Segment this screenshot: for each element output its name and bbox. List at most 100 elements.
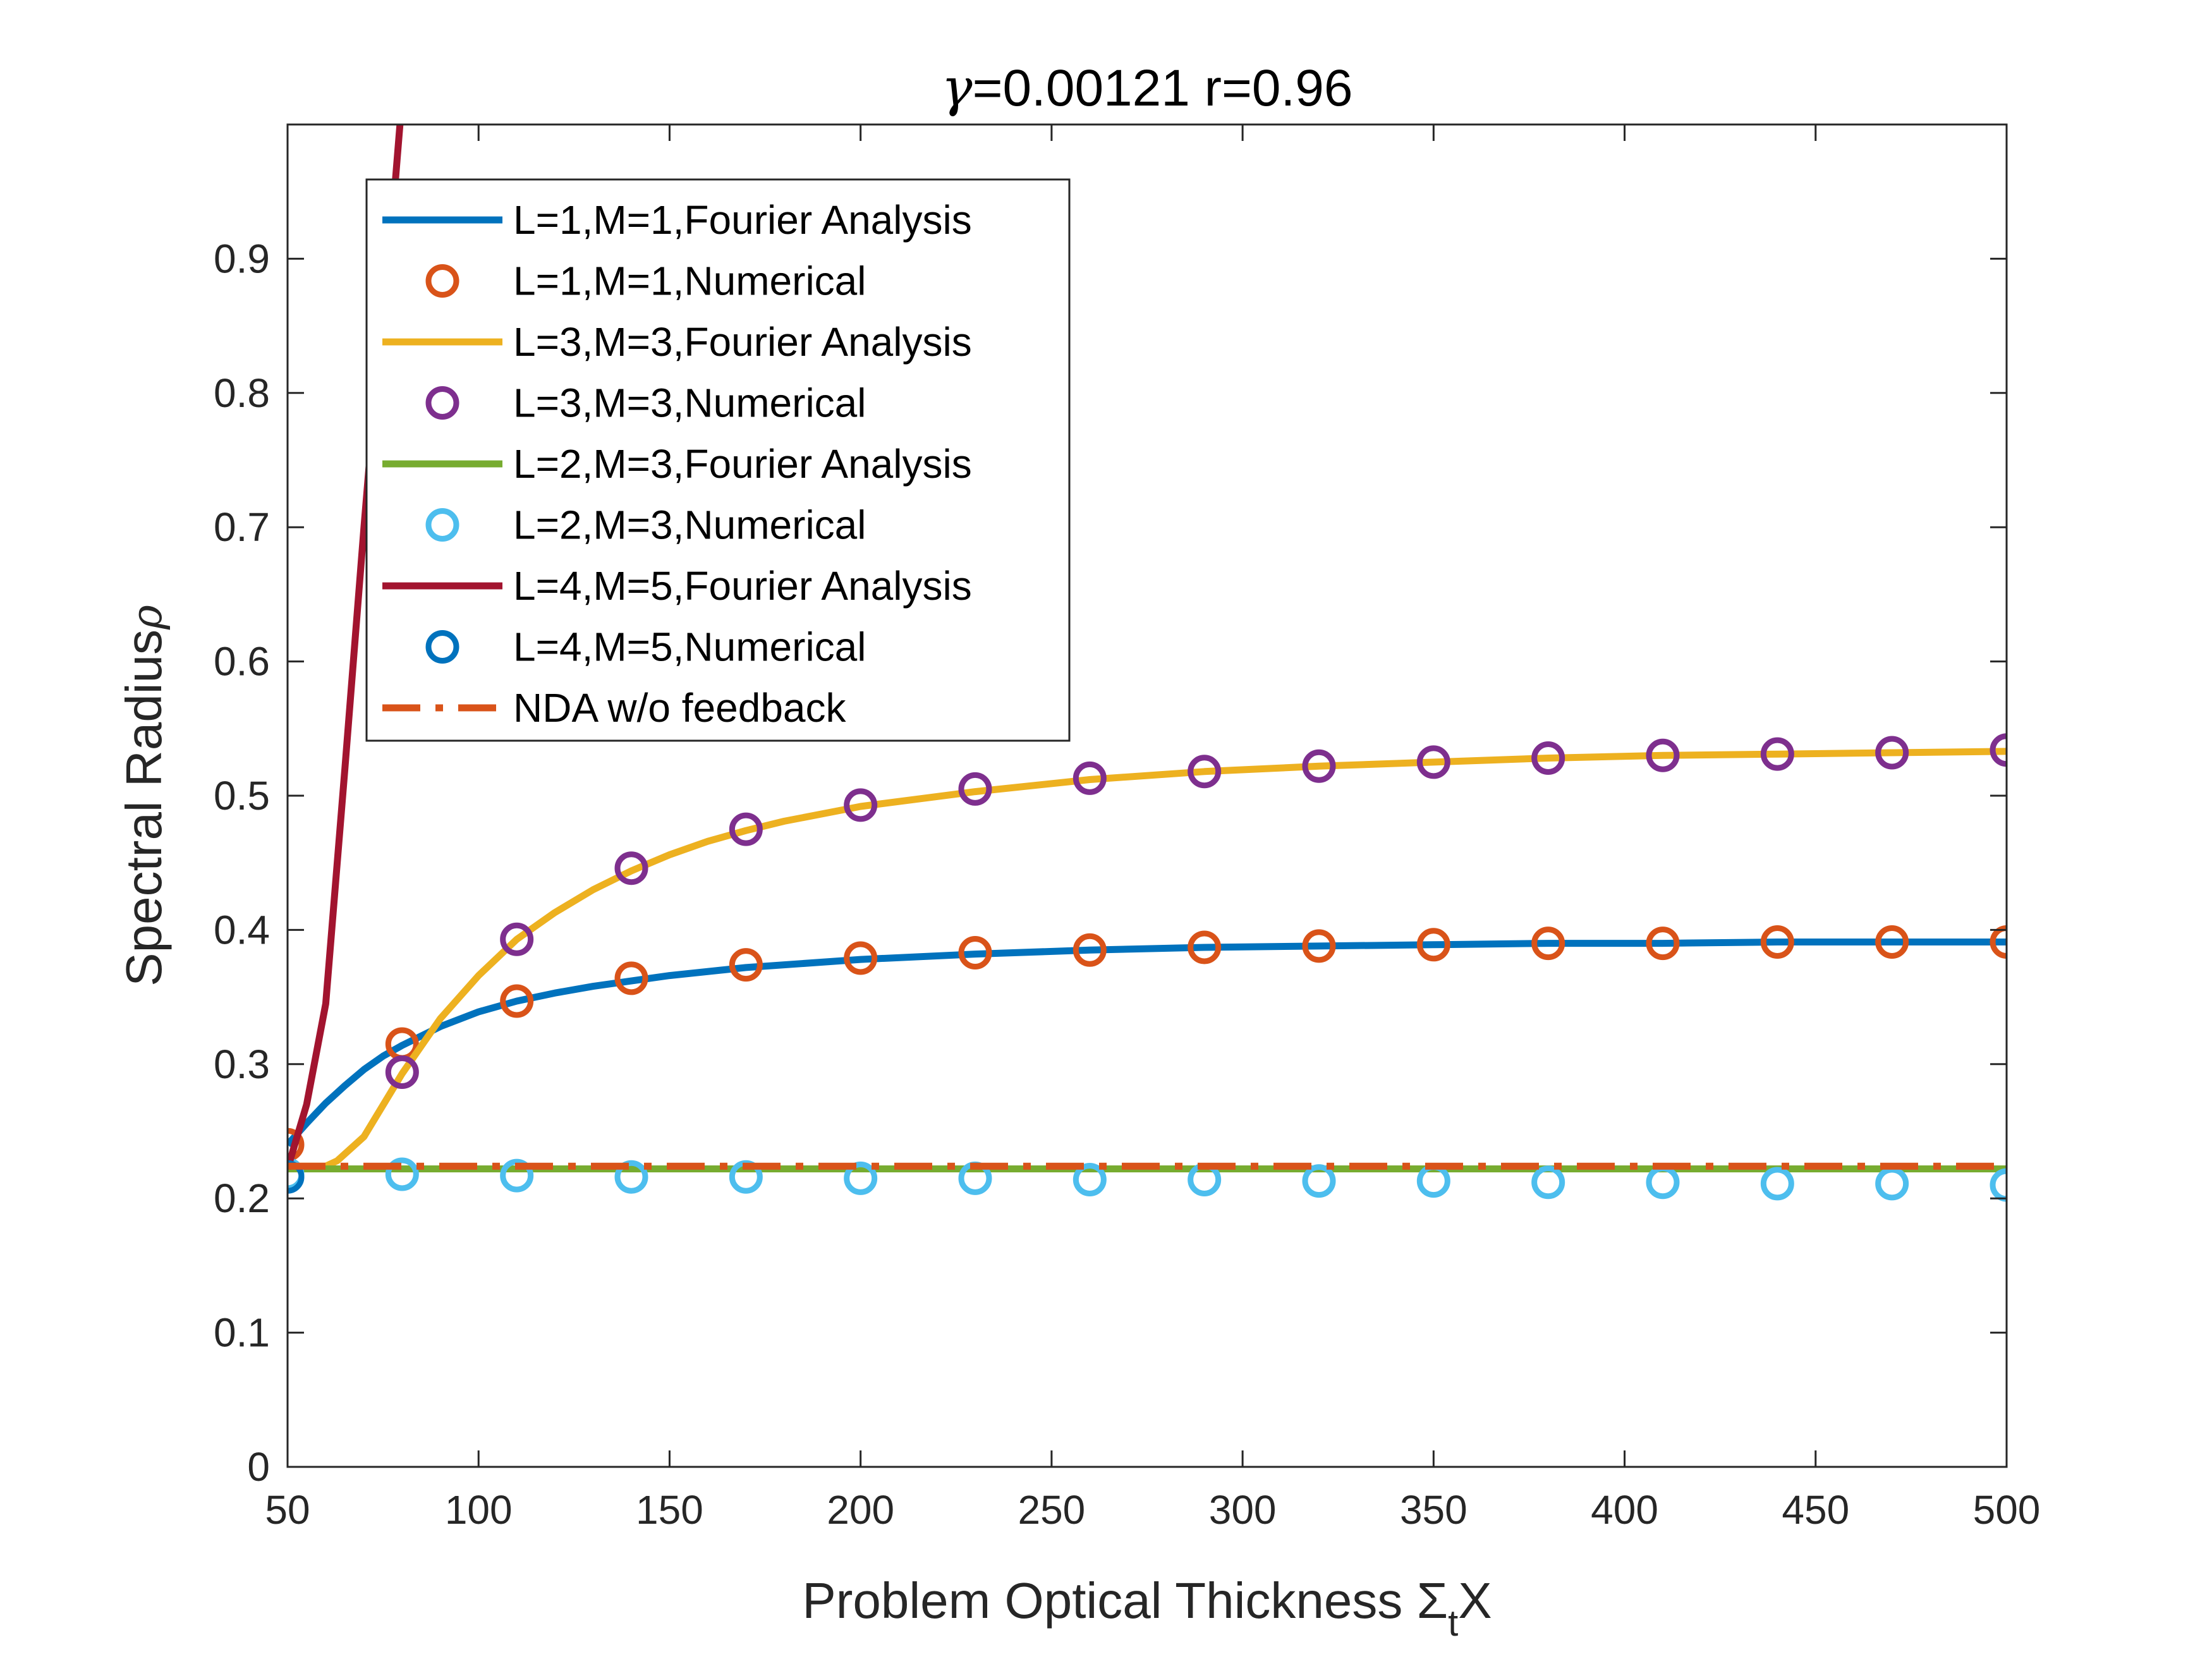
y-tick-label: 0.3 xyxy=(214,1042,270,1087)
legend-box xyxy=(365,178,1071,742)
series-point-l-2-m-3-numerical xyxy=(1302,1164,1336,1198)
series-point-l-1-m-1-numerical xyxy=(1302,929,1336,963)
series-point-l-1-m-1-numerical xyxy=(1073,933,1107,967)
legend-item-l-3-m-3-fourier-analysis: L=3,M=3,Fourier Analysis xyxy=(382,319,972,365)
x-tick-label: 400 xyxy=(1591,1487,1658,1533)
legend-label: L=4,M=5,Numerical xyxy=(513,624,866,670)
x-axis-label: Problem Optical Thickness ΣtX xyxy=(802,1572,1492,1644)
legend-item-l-1-m-1-fourier-analysis: L=1,M=1,Fourier Analysis xyxy=(382,197,972,243)
series-point-l-3-m-3-numerical xyxy=(1188,755,1222,789)
x-tick-label: 200 xyxy=(827,1487,894,1533)
x-tick-label: 100 xyxy=(445,1487,513,1533)
x-tick-label: 250 xyxy=(1018,1487,1085,1533)
legend-label: L=2,M=3,Numerical xyxy=(513,502,866,548)
legend-item-nda-w-o-feedback: NDA w/o feedback xyxy=(382,685,847,731)
y-axis-label: Spectral Radiusρ xyxy=(116,605,172,987)
x-tick-label: 300 xyxy=(1209,1487,1277,1533)
x-tick-label: 500 xyxy=(1973,1487,2041,1533)
series-point-l-2-m-3-numerical xyxy=(1990,1168,2007,1202)
series-point-l-1-m-1-numerical xyxy=(729,948,763,982)
legend-item-l-2-m-3-fourier-analysis: L=2,M=3,Fourier Analysis xyxy=(382,441,972,487)
x-tick-label: 350 xyxy=(1400,1487,1468,1533)
series-point-l-3-m-3-numerical xyxy=(1416,745,1450,779)
series-point-l-3-m-3-numerical xyxy=(1990,733,2007,767)
series-point-l-4-m-5-numerical xyxy=(288,1160,305,1194)
series-point-l-2-m-3-numerical xyxy=(385,1157,419,1191)
series-point-l-2-m-3-numerical xyxy=(1531,1165,1565,1200)
series-point-l-2-m-3-numerical xyxy=(500,1158,534,1193)
series-point-l-2-m-3-numerical xyxy=(1875,1167,1909,1201)
series-point-l-3-m-3-numerical xyxy=(844,788,878,822)
series-point-l-2-m-3-numerical xyxy=(1073,1162,1107,1196)
legend-label: NDA w/o feedback xyxy=(513,685,847,731)
series-point-l-3-m-3-numerical xyxy=(500,922,534,956)
legend-item-l-4-m-5-numerical: L=4,M=5,Numerical xyxy=(425,624,866,670)
series-layer xyxy=(288,125,2007,1202)
x-axis-label-text: Problem Optical Thickness Σ xyxy=(802,1572,1448,1629)
series-point-l-3-m-3-numerical xyxy=(958,772,992,806)
series-point-l-1-m-1-numerical xyxy=(1760,925,1794,959)
x-tick-label: 50 xyxy=(265,1487,310,1533)
series-line-l-3-m-3-fourier-analysis xyxy=(288,748,2007,1170)
y-tick-label: 0.2 xyxy=(214,1176,270,1221)
series-point-l-2-m-3-numerical xyxy=(844,1161,878,1195)
series-point-l-3-m-3-numerical xyxy=(1073,761,1107,795)
legend-label: L=4,M=5,Fourier Analysis xyxy=(513,563,972,609)
legend-items: L=1,M=1,Fourier Analysis L=1,M=1,Numerica… xyxy=(382,197,972,731)
legend-marker xyxy=(425,264,459,298)
series-point-l-1-m-1-numerical xyxy=(1646,927,1680,961)
ticks-layer: 50 100 150 200 250 300 350 400 450 500 0 0.1 0.2 0.3 0… xyxy=(214,125,2040,1533)
series-point-l-3-m-3-numerical xyxy=(1302,749,1336,783)
y-tick-label: 0.1 xyxy=(214,1310,270,1356)
legend-label: L=2,M=3,Fourier Analysis xyxy=(513,441,972,487)
series-point-l-1-m-1-numerical xyxy=(614,961,648,995)
title-text: =0.00121 r=0.96 xyxy=(973,59,1353,117)
series-point-l-1-m-1-numerical xyxy=(288,1127,305,1162)
y-tick-label: 0.9 xyxy=(214,236,270,281)
legend-item-l-1-m-1-numerical: L=1,M=1,Numerical xyxy=(425,258,866,304)
y-tick-label: 0.8 xyxy=(214,370,270,416)
x-axis-label-tail: X xyxy=(1458,1572,1492,1629)
x-tick-label: 150 xyxy=(636,1487,703,1533)
series-point-l-3-m-3-numerical xyxy=(729,812,763,846)
series-point-l-3-m-3-numerical xyxy=(614,851,648,885)
legend: L=1,M=1,Fourier Analysis L=1,M=1,Numerica… xyxy=(365,178,1071,742)
series-point-l-1-m-1-numerical xyxy=(1188,930,1222,964)
series-point-l-3-m-3-numerical xyxy=(385,1055,419,1090)
series-point-l-1-m-1-numerical xyxy=(1531,927,1565,961)
series-point-l-1-m-1-numerical xyxy=(500,984,534,1018)
y-tick-label: 0.6 xyxy=(214,639,270,684)
legend-marker xyxy=(425,508,459,542)
series-point-l-1-m-1-numerical xyxy=(1990,925,2007,959)
series-point-l-3-m-3-numerical xyxy=(1531,741,1565,775)
series-point-l-1-m-1-numerical xyxy=(844,941,878,975)
y-tick-label: 0.7 xyxy=(214,504,270,550)
chart-title: γ=0.00121 r=0.96 xyxy=(942,58,1353,118)
series-line-l-1-m-1-fourier-analysis xyxy=(288,939,2007,1147)
x-tick-label: 450 xyxy=(1782,1487,1849,1533)
title-gamma-symbol: γ xyxy=(942,58,973,118)
legend-label: L=1,M=1,Numerical xyxy=(513,258,866,304)
series-point-l-3-m-3-numerical xyxy=(1875,736,1909,770)
series-point-l-2-m-3-numerical xyxy=(614,1160,648,1194)
legend-item-l-2-m-3-numerical: L=2,M=3,Numerical xyxy=(425,502,866,548)
series-point-l-1-m-1-numerical xyxy=(1875,925,1909,959)
legend-label: L=3,M=3,Fourier Analysis xyxy=(513,319,972,365)
y-axis-label-text: Spectral Radius xyxy=(116,629,172,987)
series-point-l-3-m-3-numerical xyxy=(1760,737,1794,771)
y-tick-label: 0.4 xyxy=(214,907,270,952)
x-axis-label-subscript: t xyxy=(1448,1603,1458,1644)
series-point-l-2-m-3-numerical xyxy=(1760,1167,1794,1201)
legend-item-l-4-m-5-fourier-analysis: L=4,M=5,Fourier Analysis xyxy=(382,563,972,609)
legend-item-l-3-m-3-numerical: L=3,M=3,Numerical xyxy=(425,380,866,426)
y-tick-label: 0 xyxy=(247,1444,270,1490)
legend-marker xyxy=(425,630,459,664)
series-point-l-1-m-1-numerical xyxy=(1416,928,1450,962)
y-axis-label-rho: ρ xyxy=(123,605,171,630)
y-tick-label: 0.5 xyxy=(214,773,270,818)
legend-label: L=3,M=3,Numerical xyxy=(513,380,866,426)
legend-marker xyxy=(425,386,459,420)
series-point-l-3-m-3-numerical xyxy=(1646,738,1680,772)
legend-label: L=1,M=1,Fourier Analysis xyxy=(513,197,972,243)
